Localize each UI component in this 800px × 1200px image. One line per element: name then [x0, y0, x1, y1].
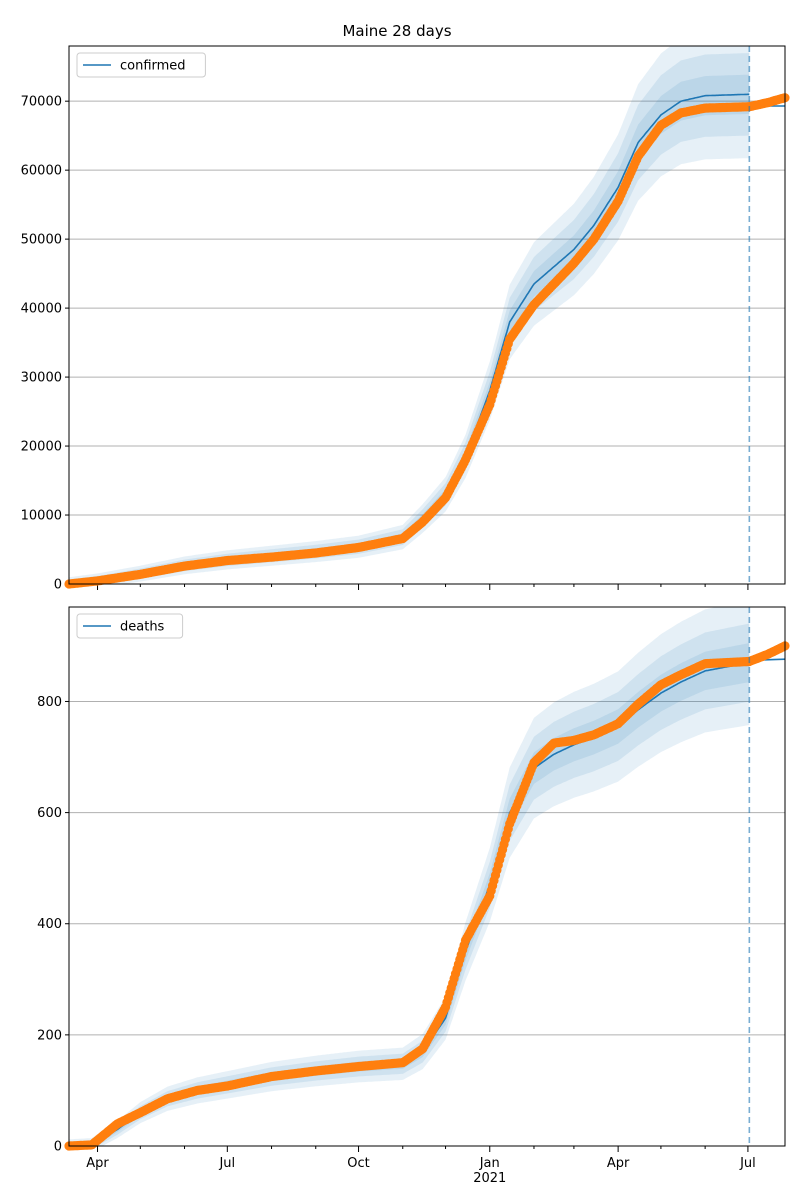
- x-tick-label: Jan: [479, 1156, 500, 1171]
- x-axis: Apr Jul Oct Jan Apr Jul 2021: [86, 1156, 755, 1186]
- y-tick-label: 40000: [21, 302, 62, 317]
- x-tick-label: Apr: [607, 1156, 630, 1171]
- y-tick-label: 800: [37, 695, 62, 710]
- y-tick-label: 0: [54, 1140, 62, 1155]
- axes-frame: [68, 45, 786, 585]
- x-tick-label: Apr: [86, 1156, 109, 1171]
- y-tick-label: 600: [37, 806, 62, 821]
- y-tick-label: 50000: [21, 233, 62, 248]
- y-tick-label: 70000: [21, 95, 62, 110]
- y-tick-label: 60000: [21, 164, 62, 179]
- y-tick-label: 200: [37, 1028, 62, 1043]
- legend-label: confirmed: [120, 59, 186, 74]
- confirmed-panel: 0 10000 20000 30000 40000 50000 60000 70000 conf…: [21, 45, 790, 593]
- uncertainty-band: [69, 623, 750, 1146]
- legend-label: deaths: [120, 620, 165, 635]
- uncertainty-band: [69, 53, 750, 584]
- x-tick-label: Jul: [218, 1156, 235, 1171]
- y-tick-label: 400: [37, 917, 62, 932]
- y-tick-label: 30000: [21, 371, 62, 386]
- y-tick-label: 0: [54, 578, 62, 593]
- chart-title: Maine 28 days: [342, 22, 451, 40]
- uncertainty-band: [69, 46, 750, 584]
- deaths-panel: 0 200 400 600 800 deaths: [37, 606, 790, 1155]
- x-tick-label: Oct: [347, 1156, 369, 1171]
- x-tick-label: Jul: [739, 1156, 756, 1171]
- legend: deaths: [76, 613, 184, 639]
- y-tick-label: 20000: [21, 440, 62, 455]
- legend-box: [76, 52, 206, 78]
- uncertainty-band: [69, 643, 750, 1146]
- y-tick-label: 10000: [21, 509, 62, 524]
- axes-frame: [68, 606, 786, 1147]
- x-year-label: 2021: [473, 1171, 506, 1186]
- legend-box: [76, 613, 184, 639]
- legend: confirmed: [76, 52, 206, 78]
